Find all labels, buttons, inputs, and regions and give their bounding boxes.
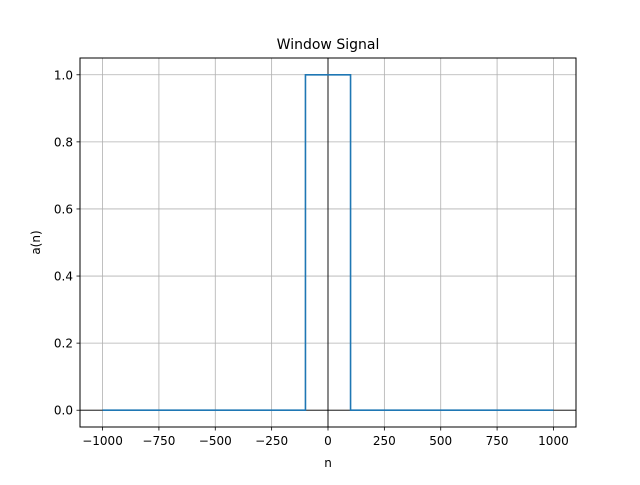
- x-tick-label: 0: [324, 434, 332, 448]
- y-tick-label: 0.6: [54, 202, 73, 216]
- y-tick-label: 0.2: [54, 337, 73, 351]
- y-axis-label: a(n): [29, 230, 43, 254]
- chart-title: Window Signal: [277, 37, 380, 53]
- series-line: [102, 73, 554, 412]
- y-tick-label: 0.8: [54, 135, 73, 149]
- x-tick-label: 1000: [538, 434, 569, 448]
- x-tick-label: 500: [429, 434, 452, 448]
- reference-lines: [80, 58, 576, 427]
- y-tick-label: 0.0: [54, 404, 73, 418]
- y-tick-label: 0.4: [54, 270, 73, 284]
- x-tick-label: −750: [142, 434, 175, 448]
- x-tick-label: −1000: [82, 434, 123, 448]
- x-axis-label: n: [324, 456, 332, 470]
- x-tick-label: −500: [199, 434, 232, 448]
- x-tick-label: 250: [373, 434, 396, 448]
- x-tick-label: −250: [255, 434, 288, 448]
- x-tick-label: 750: [486, 434, 509, 448]
- ticks: −1000 −750 −500 −250 0 250 500 750 1000 0.0 0.2 0.4…: [54, 68, 569, 448]
- series-layer: [102, 73, 554, 412]
- y-tick-label: 1.0: [54, 68, 73, 82]
